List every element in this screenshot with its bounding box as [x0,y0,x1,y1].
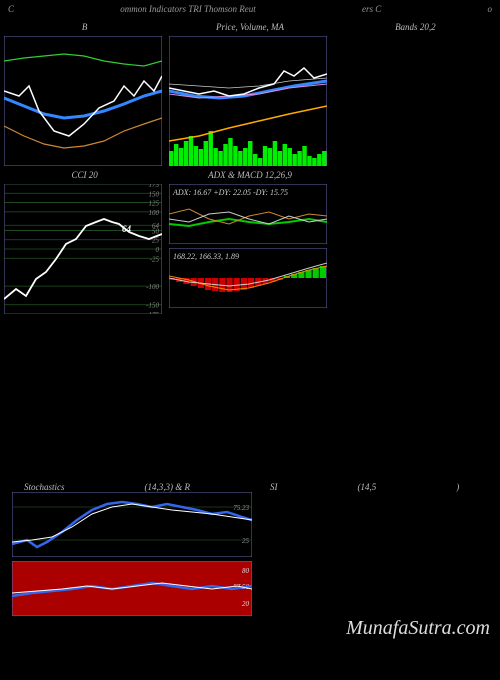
stoch-params: (14,3,3) & R [145,482,191,492]
svg-text:20: 20 [242,600,250,608]
header-right1: ers C [362,4,381,14]
svg-text:80: 80 [242,567,250,575]
header-right2: o [487,4,492,14]
stoch-label: Stochastics [24,482,65,492]
spacer [0,318,500,478]
bands2-chart [335,36,493,166]
svg-text:125: 125 [149,200,160,208]
svg-text:175: 175 [149,184,160,189]
chart-grid: B Price, Volume, MA Bands 20,2 CCI 20 17… [0,18,500,318]
rsi-end: ) [456,482,459,492]
svg-text:0: 0 [156,246,160,254]
header-mid: ommon Indicators TRI Thomson Reut [120,4,256,14]
svg-text:168.22, 166.33, 1.89: 168.22, 166.33, 1.89 [173,252,239,261]
svg-text:25: 25 [242,537,250,545]
svg-text:75.23: 75.23 [233,504,249,512]
adx-title: ADX & MACD 12,26,9 [169,170,330,182]
bbands-panel: B [4,22,165,166]
svg-text:-100: -100 [146,283,159,291]
cci-title: CCI 20 [4,170,165,182]
svg-text:150: 150 [149,190,160,198]
bbands-title: B [4,22,165,34]
stochastics-chart: 75.23 25 [12,492,252,557]
empty-panel [335,170,496,314]
watermark: MunafaSutra.com [346,617,490,640]
rsi-chart: 8057.5020 [12,561,252,616]
svg-text:100: 100 [149,209,160,217]
bands2-panel: Bands 20,2 [335,22,496,166]
price-chart [169,36,327,166]
stoch-title-row: Stochastics (14,3,3) & R SI (14,5 ) [4,482,496,492]
svg-text:-175: -175 [146,311,159,314]
bands2-title: Bands 20,2 [335,22,496,34]
header-left: C [8,4,14,14]
svg-text:50: 50 [152,227,160,235]
cci-chart: 1751501251006450250-25-100-150-17564 [4,184,162,314]
svg-text:-150: -150 [146,302,159,310]
adx-chart: ADX: 16.67 +DY: 22.05 -DY: 15.75 [169,184,327,244]
svg-text:-25: -25 [150,255,160,263]
svg-text:ADX: 16.67 +DY: 22.05 -DY: 15.: ADX: 16.67 +DY: 22.05 -DY: 15.75 [172,188,288,197]
adx-macd-panel: ADX & MACD 12,26,9 ADX: 16.67 +DY: 22.05… [169,170,330,314]
price-panel: Price, Volume, MA [169,22,330,166]
price-title: Price, Volume, MA [169,22,330,34]
cci-panel: CCI 20 1751501251006450250-25-100-150-17… [4,170,165,314]
rsi-label: SI [270,482,278,492]
bottom-row: Stochastics (14,3,3) & R SI (14,5 ) 75.2… [0,478,500,620]
bbands-chart [4,36,162,166]
macd-chart: 168.22, 166.33, 1.89 [169,248,327,308]
rsi-params: (14,5 [358,482,377,492]
page-header: C ommon Indicators TRI Thomson Reut ers … [0,0,500,18]
